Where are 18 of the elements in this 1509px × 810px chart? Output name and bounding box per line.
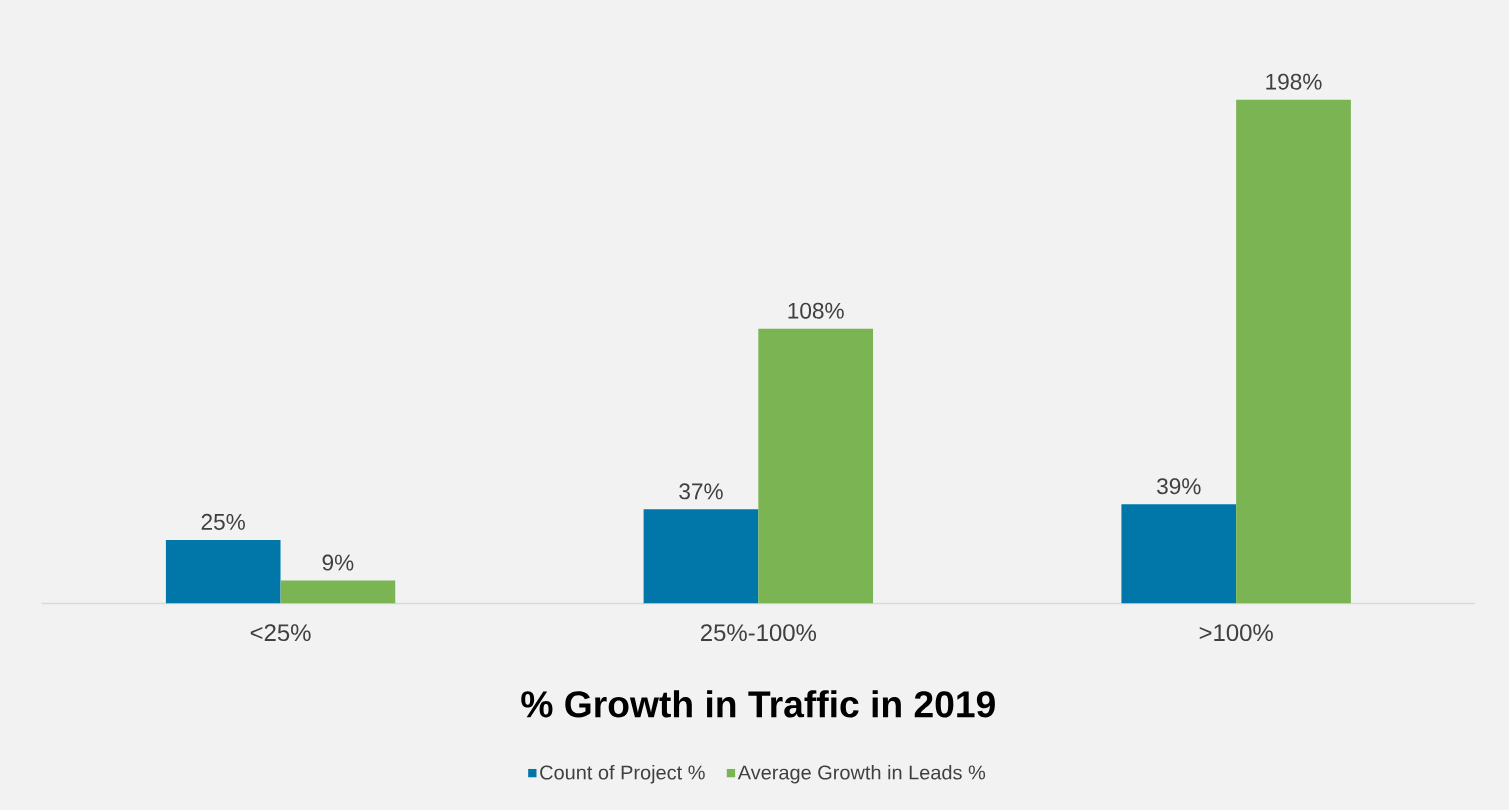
data-label: 198% (1266, 73, 1322, 90)
data-label: 39% (1157, 478, 1201, 495)
x-axis-title: % Growth in Traffic in 2019 (521, 690, 995, 718)
bar (643, 509, 759, 604)
data-label: 108% (788, 302, 844, 319)
bar (165, 539, 281, 604)
data-label: 25% (201, 513, 245, 530)
data-label: 37% (679, 483, 723, 500)
legend-label: Count of Project % (540, 764, 705, 784)
bar (1236, 99, 1351, 604)
x-tick-label: >100% (1199, 624, 1273, 642)
bar (1121, 504, 1237, 604)
bar (280, 580, 396, 604)
legend-label: Average Growth in Leads % (737, 764, 986, 784)
bar (758, 328, 874, 604)
x-tick-label: <25% (250, 624, 311, 642)
data-label: 9% (322, 554, 354, 571)
x-tick-label: 25%-100% (700, 624, 817, 642)
